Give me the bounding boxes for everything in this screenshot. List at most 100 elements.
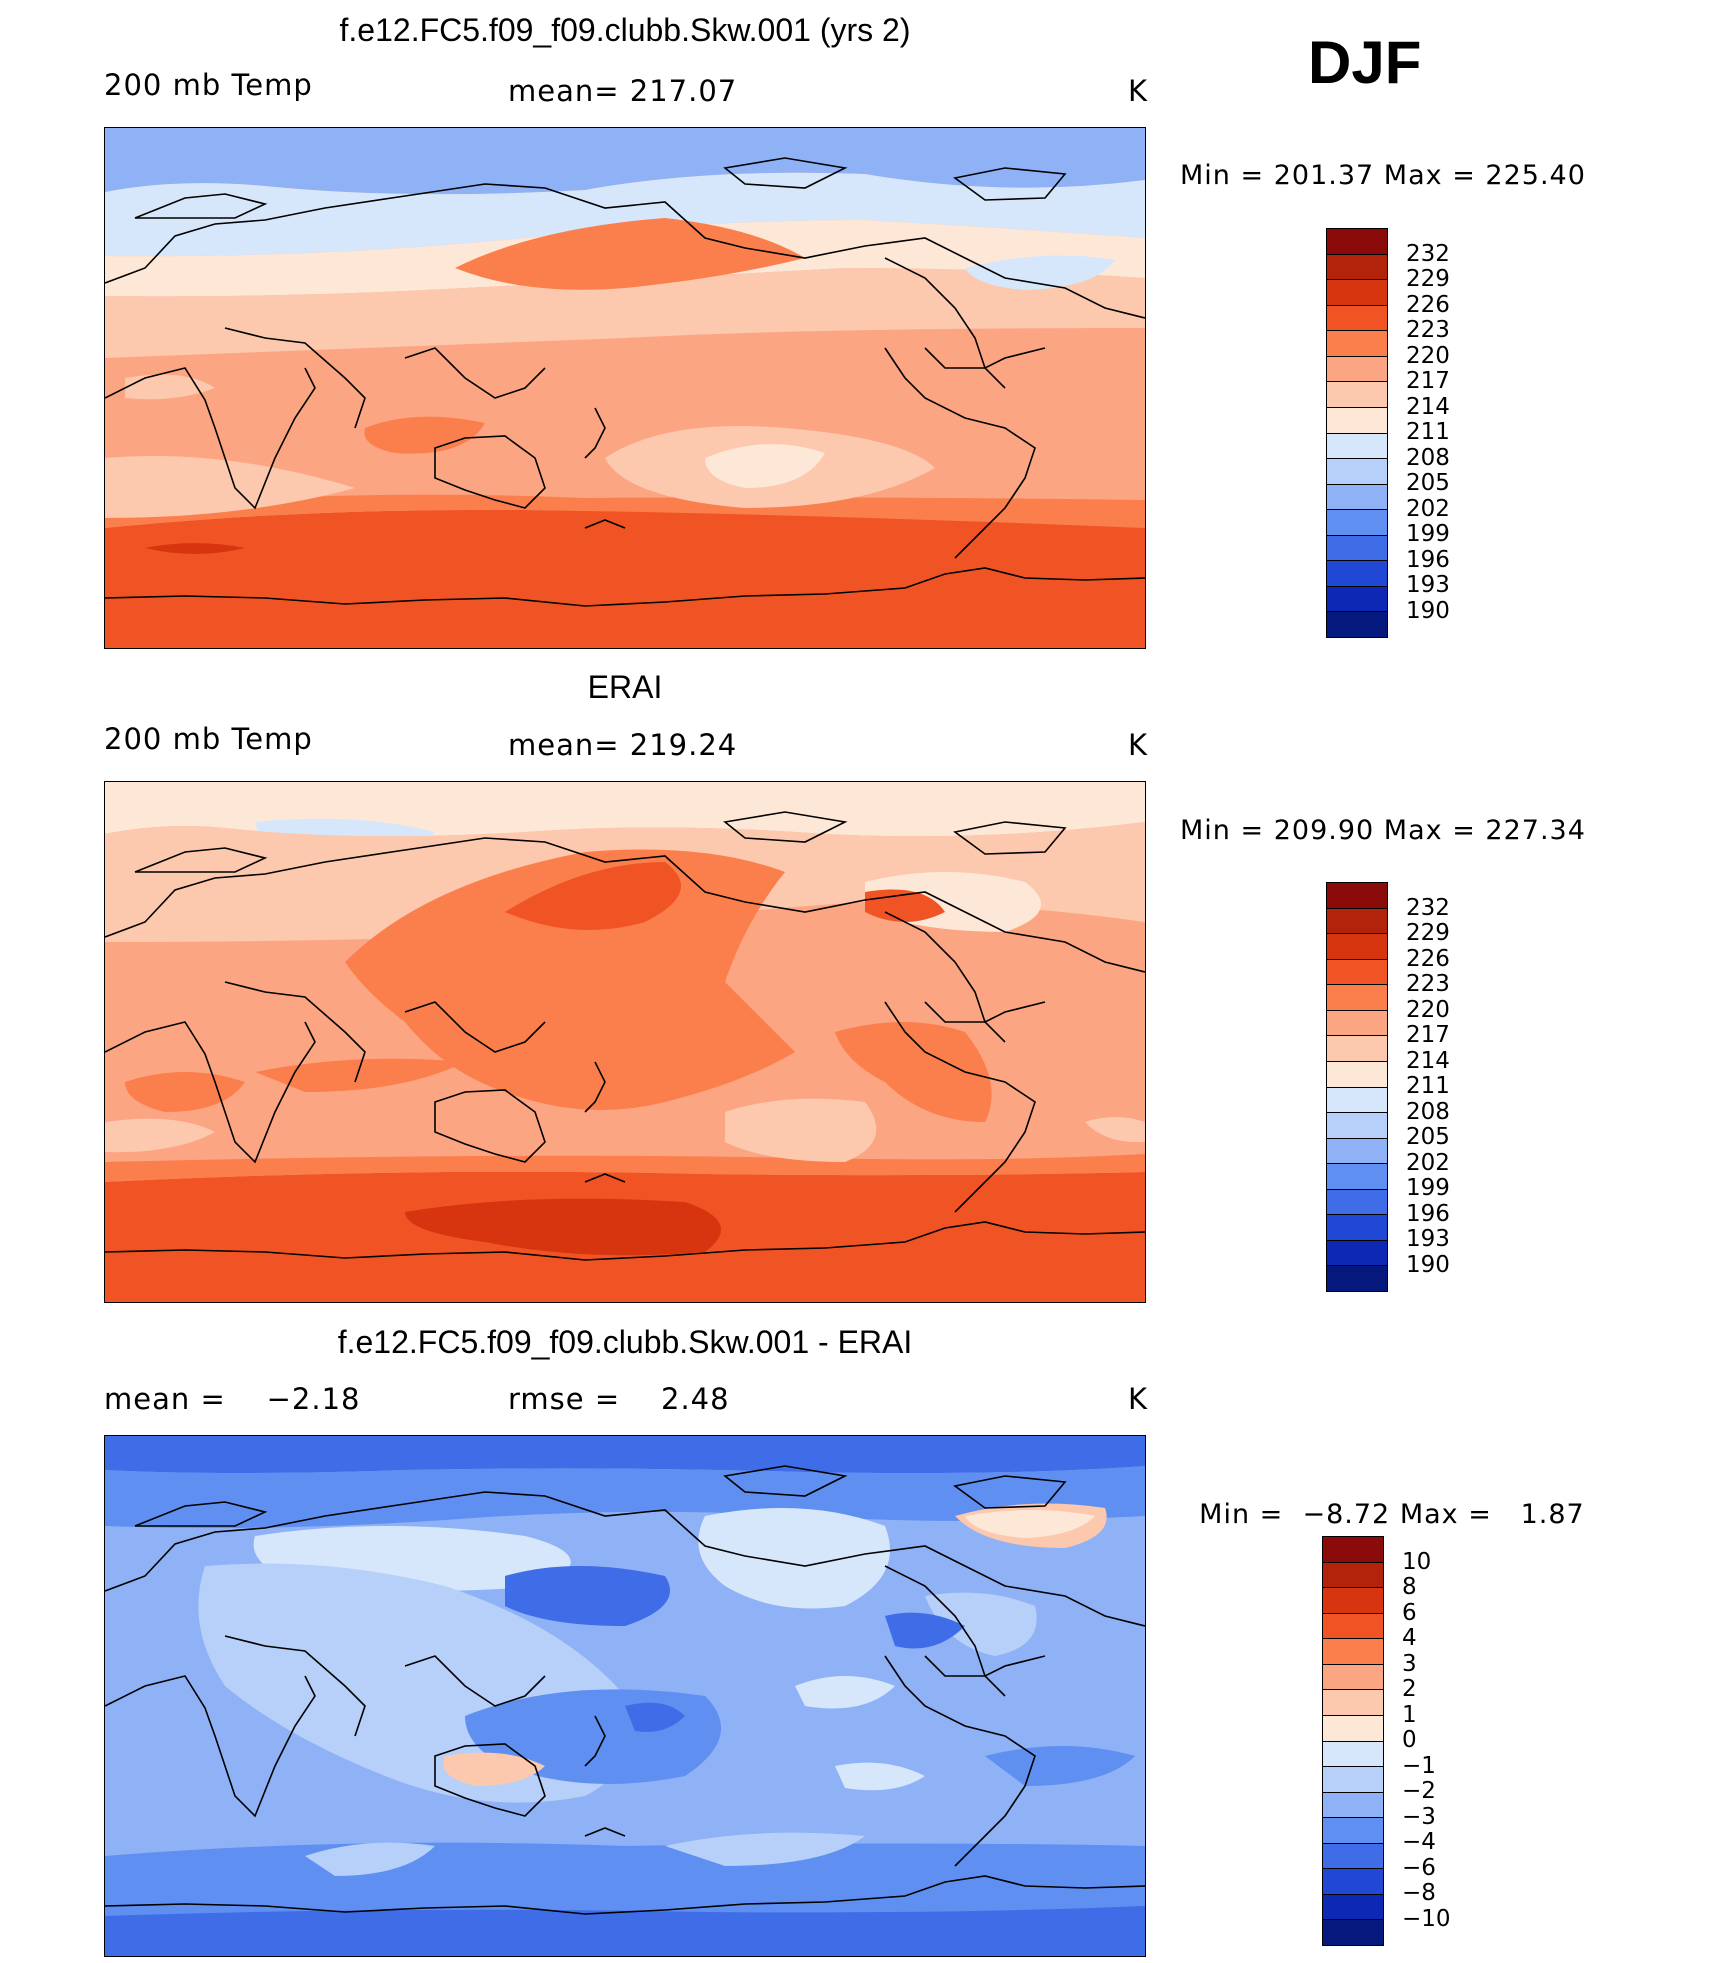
colorbar-swatch <box>1323 1920 1383 1945</box>
panel-obs-variable-label: 200 mb Temp <box>104 722 313 756</box>
colorbar-swatch <box>1327 612 1387 637</box>
colorbar-swatch <box>1323 1715 1383 1742</box>
panel-model-colorbar-labels: 232 229 226 223 220 217 214 211 208 205 202 199 196 1… <box>1406 228 1486 636</box>
panel-diff-colorbar-labels: 10 8 6 4 3 2 1 0 −1 −2 −3 −4 −6 −8 −10 <box>1402 1536 1482 1944</box>
panel-model-min-value: 201.37 <box>1273 160 1375 191</box>
colorbar-tick-label: −8 <box>1402 1880 1436 1906</box>
panel-diff-max-value: 1.87 <box>1520 1499 1585 1530</box>
colorbar-swatch <box>1327 356 1387 383</box>
colorbar-swatch <box>1327 1010 1387 1037</box>
colorbar-swatch <box>1327 510 1387 536</box>
colorbar-swatch <box>1327 280 1387 306</box>
panel-diff-max-label: Max <box>1399 1499 1459 1530</box>
colorbar-swatch <box>1327 382 1387 408</box>
colorbar-swatch <box>1323 1537 1383 1563</box>
colorbar-swatch <box>1327 407 1387 434</box>
colorbar-tick-label: 211 <box>1406 1073 1450 1099</box>
colorbar-tick-label: 1 <box>1402 1701 1417 1728</box>
colorbar-tick-label: 226 <box>1406 291 1450 318</box>
colorbar-swatch <box>1327 484 1387 511</box>
colorbar-swatch <box>1327 1240 1387 1267</box>
colorbar-swatch <box>1323 1588 1383 1614</box>
colorbar-tick-label: −2 <box>1402 1778 1436 1804</box>
panel-model-map <box>104 127 1146 649</box>
panel-obs-min-label: Min <box>1180 815 1231 846</box>
colorbar-tick-label: −4 <box>1402 1829 1436 1855</box>
colorbar-tick-label: 202 <box>1406 495 1450 522</box>
colorbar-swatch <box>1327 908 1387 935</box>
panel-obs-colorbar <box>1326 882 1388 1292</box>
colorbar-swatch <box>1327 959 1387 986</box>
panel-diff-minmax: Min = −8.72 Max = 1.87 <box>1199 1499 1585 1530</box>
colorbar-tick-label: 205 <box>1406 470 1450 496</box>
colorbar-swatch <box>1327 586 1387 613</box>
colorbar-swatch <box>1327 254 1387 281</box>
colorbar-swatch <box>1327 305 1387 332</box>
colorbar-swatch <box>1327 1036 1387 1062</box>
colorbar-tick-label: 196 <box>1406 1200 1450 1227</box>
colorbar-swatch <box>1323 1690 1383 1716</box>
panel-diff-rmse-label: rmse = 2.48 <box>508 1382 730 1416</box>
panel-obs-colorbar-labels: 232 229 226 223 220 217 214 211 208 205 202 199 196 1… <box>1406 882 1486 1290</box>
panel-model-units: K <box>1128 74 1149 108</box>
colorbar-swatch <box>1327 1138 1387 1165</box>
panel-obs-min-value: 209.90 <box>1273 815 1375 846</box>
colorbar-swatch <box>1323 1894 1383 1921</box>
colorbar-tick-label: 226 <box>1406 945 1450 972</box>
colorbar-tick-label: 217 <box>1406 1022 1450 1048</box>
colorbar-tick-label: 199 <box>1406 1175 1450 1201</box>
colorbar-tick-label: 3 <box>1402 1650 1417 1677</box>
colorbar-swatch <box>1327 459 1387 485</box>
colorbar-tick-label: −6 <box>1402 1854 1436 1881</box>
panel-obs-units: K <box>1128 728 1149 762</box>
colorbar-tick-label: −3 <box>1402 1803 1436 1830</box>
colorbar-tick-label: 214 <box>1406 1047 1450 1074</box>
colorbar-tick-label: 205 <box>1406 1124 1450 1150</box>
panel-model-title: f.e12.FC5.f09_f09.clubb.Skw.001 (yrs 2) <box>339 12 911 48</box>
colorbar-swatch <box>1327 331 1387 357</box>
panel-obs-title: ERAI <box>587 669 663 705</box>
season-label: DJF <box>1308 29 1422 96</box>
colorbar-tick-label: 220 <box>1406 996 1450 1023</box>
colorbar-swatch <box>1323 1639 1383 1665</box>
colorbar-tick-label: 208 <box>1406 1098 1450 1125</box>
colorbar-tick-label: 217 <box>1406 368 1450 394</box>
colorbar-tick-label: −10 <box>1402 1905 1451 1932</box>
colorbar-swatch <box>1327 1113 1387 1139</box>
colorbar-tick-label: 202 <box>1406 1149 1450 1176</box>
panel-obs-max-label: Max <box>1383 815 1443 846</box>
colorbar-swatch <box>1323 1869 1383 1895</box>
panel-obs-max-value: 227.34 <box>1485 815 1586 846</box>
colorbar-swatch <box>1327 535 1387 562</box>
colorbar-swatch <box>1327 934 1387 960</box>
colorbar-swatch <box>1323 1818 1383 1844</box>
panel-diff-title: f.e12.FC5.f09_f09.clubb.Skw.001 - ERAI <box>337 1324 913 1360</box>
panel-obs-map <box>104 781 1146 1303</box>
colorbar-swatch <box>1327 229 1387 255</box>
colorbar-tick-label: 6 <box>1402 1599 1417 1626</box>
colorbar-tick-label: 196 <box>1406 546 1450 573</box>
colorbar-tick-label: −1 <box>1402 1752 1436 1779</box>
colorbar-swatch <box>1327 1266 1387 1291</box>
colorbar-tick-label: 4 <box>1402 1625 1417 1651</box>
colorbar-tick-label: 229 <box>1406 266 1450 292</box>
colorbar-swatch <box>1323 1792 1383 1819</box>
panel-diff-mean-label: mean = −2.18 <box>104 1382 361 1416</box>
colorbar-swatch <box>1327 433 1387 460</box>
colorbar-tick-label: 214 <box>1406 393 1450 420</box>
colorbar-tick-label: 220 <box>1406 342 1450 369</box>
colorbar-tick-label: 232 <box>1406 240 1450 267</box>
panel-model-max-label: Max <box>1383 160 1443 191</box>
panel-obs-minmax: Min = 209.90 Max = 227.34 <box>1180 815 1586 846</box>
panel-diff-min-label: Min <box>1199 1499 1251 1530</box>
colorbar-tick-label: 223 <box>1406 971 1450 997</box>
colorbar-swatch <box>1327 1061 1387 1088</box>
colorbar-swatch <box>1323 1664 1383 1691</box>
colorbar-tick-label: 199 <box>1406 521 1450 547</box>
colorbar-tick-label: 2 <box>1402 1676 1417 1702</box>
colorbar-swatch <box>1323 1767 1383 1793</box>
colorbar-tick-label: 193 <box>1406 1226 1450 1252</box>
colorbar-swatch <box>1327 1164 1387 1190</box>
colorbar-tick-label: 229 <box>1406 920 1450 946</box>
colorbar-tick-label: 211 <box>1406 419 1450 445</box>
